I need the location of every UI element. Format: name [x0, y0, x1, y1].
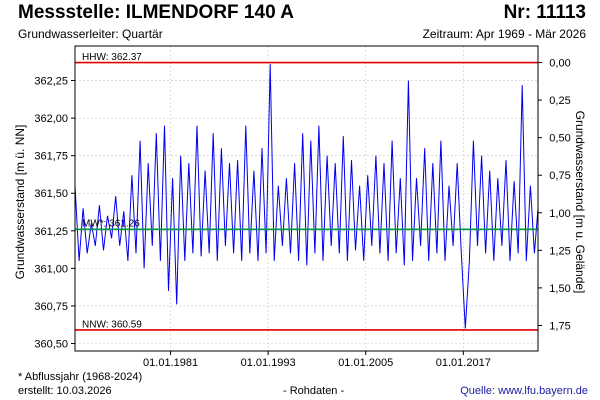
x-axis-ticks: 01.01.1981 01.01.1993 01.01.2005 01.01.2017 — [143, 351, 491, 369]
left-tick-label: 360,50 — [34, 338, 68, 350]
rawdata-label: - Rohdaten - — [283, 385, 345, 397]
footnote: * Abflussjahr (1968-2024) — [18, 371, 143, 383]
x-tick-label: 01.01.2017 — [436, 357, 491, 369]
right-tick-label: 0,00 — [549, 58, 570, 70]
plot-frame — [74, 45, 539, 352]
right-tick-label: 1,25 — [549, 245, 570, 257]
x-tick-label: 01.01.1993 — [241, 357, 296, 369]
period-label: Zeitraum: Apr 1969 - Mär 2026 — [422, 27, 586, 41]
reference-label: HHW: 362.37 — [82, 52, 142, 63]
series-line-groundwater — [74, 63, 539, 329]
y-axis-label-left: Grundwasserstand [m ü. NN] — [13, 125, 27, 280]
left-tick-label: 361,25 — [34, 226, 68, 238]
left-tick-label: 361,00 — [34, 263, 68, 275]
reference-label: NNW: 360.59 — [82, 319, 142, 330]
right-axis-ticks: 0,00 0,25 0,50 0,75 1,00 1,25 1,50 1,75 — [538, 58, 571, 332]
x-tick-label: 01.01.1981 — [143, 357, 198, 369]
right-tick-label: 1,75 — [549, 320, 570, 332]
left-axis-ticks: 362,25 362,00 361,75 361,50 361,25 361,00 360,… — [34, 76, 75, 350]
source-link[interactable]: Quelle: www.lfu.bayern.de — [460, 385, 588, 397]
y-axis-label-right: Grundwasserstand [m u. Gelände] — [573, 111, 587, 294]
left-tick-label: 361,75 — [34, 151, 68, 163]
right-tick-label: 0,25 — [549, 95, 570, 107]
left-tick-label: 360,75 — [34, 301, 68, 313]
created-date: erstellt: 10.03.2026 — [18, 385, 112, 397]
chart-grid — [75, 46, 538, 351]
left-tick-label: 361,50 — [34, 188, 68, 200]
right-tick-label: 1,00 — [549, 208, 570, 220]
right-tick-label: 0,75 — [549, 170, 570, 182]
left-tick-label: 362,25 — [34, 76, 68, 88]
reference-lines: HHW: 362.37 NNW: 360.59 — [75, 52, 538, 331]
mean-line-label: MW*: 361.26 — [82, 218, 140, 229]
left-tick-label: 362,00 — [34, 113, 68, 125]
x-tick-label: 01.01.2005 — [338, 357, 393, 369]
mean-line-group: MW*: 361.26 — [75, 218, 538, 231]
right-tick-label: 0,50 — [549, 133, 570, 145]
station-number: Nr: 11113 — [503, 2, 586, 23]
aquifer-label: Grundwasserleiter: Quartär — [18, 27, 163, 41]
right-tick-label: 1,50 — [549, 283, 570, 295]
page-title: Messstelle: ILMENDORF 140 A — [18, 2, 294, 23]
